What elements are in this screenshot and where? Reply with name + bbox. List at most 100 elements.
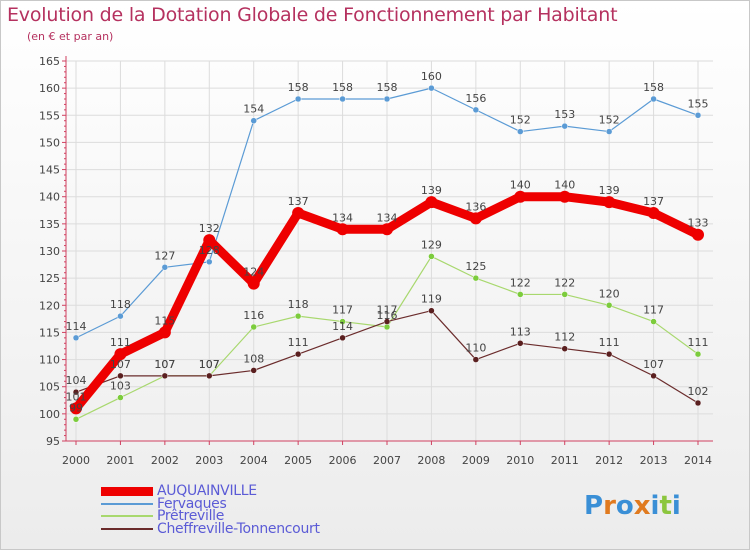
data-point (292, 207, 305, 219)
data-label: 124 (243, 266, 264, 279)
logo-letter: i (671, 491, 681, 521)
data-point (161, 372, 169, 380)
logo-letter: r (603, 491, 616, 521)
legend: AUQUAINVILLE Fervaques Prêtreville Cheff… (101, 483, 320, 537)
x-tick-label: 2005 (284, 454, 312, 467)
data-label: 122 (554, 276, 575, 289)
data-label: 107 (199, 358, 220, 371)
data-point (114, 348, 127, 361)
data-label: 104 (66, 374, 87, 387)
data-label: 103 (110, 380, 131, 393)
data-label: 111 (288, 336, 309, 349)
y-tick-label: 125 (39, 272, 60, 285)
data-point (428, 253, 435, 260)
data-point (517, 128, 524, 135)
x-tick-label: 2010 (506, 454, 534, 467)
data-point (72, 416, 80, 423)
data-label: 160 (421, 70, 442, 83)
data-point (561, 291, 568, 298)
data-label: 113 (510, 325, 531, 338)
data-point (294, 95, 302, 103)
data-label: 107 (154, 358, 175, 371)
data-label: 133 (688, 217, 709, 230)
data-point (339, 95, 346, 103)
y-tick-label: 95 (46, 435, 60, 448)
y-tick-label: 155 (39, 109, 60, 122)
data-point (692, 228, 704, 241)
data-point (203, 234, 216, 247)
data-label: 158 (643, 81, 664, 94)
y-tick-label: 160 (39, 82, 60, 95)
data-label: 139 (599, 184, 620, 197)
data-point (605, 302, 613, 309)
data-point (472, 274, 480, 282)
data-label: 125 (465, 260, 486, 273)
legend-label: Prêtreville (157, 508, 225, 525)
data-label: 114 (332, 320, 353, 333)
logo-letter: x (633, 491, 651, 521)
logo-letter: t (659, 491, 672, 521)
chart-title: Evolution de la Dotation Globale de Fonc… (7, 4, 618, 26)
data-label: 129 (421, 238, 442, 251)
data-label: 115 (154, 314, 175, 327)
data-label: 101 (66, 390, 87, 403)
y-tick-label: 135 (39, 218, 60, 231)
x-tick-label: 2014 (684, 454, 712, 467)
data-point (117, 394, 124, 401)
y-tick-label: 140 (39, 191, 60, 204)
data-point (247, 277, 260, 290)
data-point (694, 399, 702, 407)
data-label: 108 (243, 352, 264, 365)
data-point (250, 323, 257, 331)
logo-letter: P (584, 491, 604, 521)
y-tick-label: 110 (39, 354, 60, 367)
data-label: 158 (377, 81, 398, 94)
x-tick-label: 2007 (373, 454, 401, 467)
legend-label: Cheffreville-Tonnencourt (157, 520, 320, 537)
data-point (694, 112, 702, 119)
data-point (469, 212, 482, 225)
data-point (472, 106, 480, 114)
data-label: 111 (599, 336, 620, 349)
data-label: 114 (66, 320, 87, 333)
data-point (517, 291, 524, 298)
data-point (514, 190, 527, 203)
data-label: 110 (465, 342, 486, 355)
data-label: 122 (510, 276, 531, 289)
data-label: 128 (199, 244, 220, 257)
data-point (561, 122, 568, 130)
data-point (383, 95, 391, 103)
data-point (70, 402, 82, 415)
data-label: 127 (154, 249, 175, 262)
y-tick-label: 115 (39, 326, 60, 339)
x-tick-label: 2012 (595, 454, 623, 467)
data-point (72, 334, 80, 342)
data-label: 134 (332, 211, 353, 224)
data-label: 107 (199, 358, 220, 371)
data-point (647, 207, 660, 219)
legend-label: AUQUAINVILLE (157, 483, 257, 500)
x-tick-label: 2000 (62, 454, 90, 467)
data-label: 140 (554, 179, 575, 192)
x-tick-label: 2006 (329, 454, 357, 467)
data-point (561, 345, 568, 352)
data-label: 107 (154, 358, 175, 371)
legend-item: Cheffreville-Tonnencourt (101, 520, 320, 537)
y-tick-label: 145 (39, 164, 60, 177)
data-label: 152 (510, 114, 531, 127)
legend-label: Fervaques (157, 495, 227, 512)
data-point (650, 372, 657, 380)
data-point (72, 388, 80, 396)
data-label: 155 (688, 97, 709, 110)
data-label: 136 (465, 200, 486, 213)
legend-item: Fervaques (101, 495, 320, 512)
data-point (294, 350, 302, 358)
logo-letter: o (615, 491, 634, 521)
x-tick-label: 2001 (106, 454, 134, 467)
data-point (605, 350, 613, 358)
data-label: 119 (421, 293, 442, 306)
data-point (339, 318, 346, 325)
data-point (339, 334, 346, 342)
data-label: 116 (377, 309, 398, 322)
